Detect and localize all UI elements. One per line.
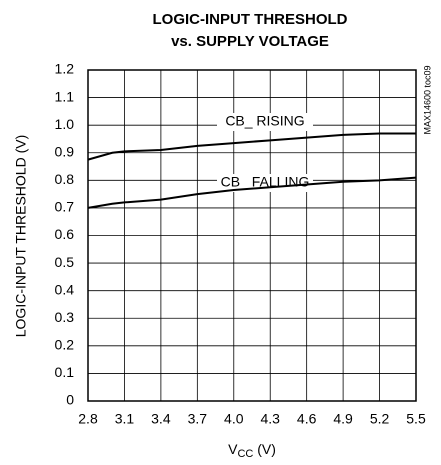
y-tick-label: 1.2 (55, 61, 75, 77)
x-tick-label: 5.5 (406, 411, 426, 427)
label-background (217, 174, 313, 192)
y-tick-label: 0.9 (55, 143, 75, 159)
annotation: MAX14600 toc09 (422, 65, 432, 134)
x-tick-label: 4.6 (297, 411, 317, 427)
y-tick-label: 0.1 (55, 364, 75, 380)
series-line (87, 176, 417, 209)
y-tick-label: 0.4 (55, 281, 75, 297)
y-tick-label: 0.2 (55, 337, 75, 353)
y-tick-label: 1.0 (55, 116, 75, 132)
y-tick-label: 0.7 (55, 199, 75, 215)
x-axis-label-part: (V) (253, 441, 276, 457)
y-tick-label: 0.8 (55, 171, 75, 187)
y-tick-label: 1.1 (55, 88, 75, 104)
chart-title: LOGIC-INPUT THRESHOLD (153, 11, 348, 28)
x-axis-label-part: V (228, 441, 238, 457)
y-tick-label: 0.3 (55, 309, 75, 325)
x-axis-label-sub: CC (237, 448, 253, 460)
y-tick-label: 0.5 (55, 254, 75, 270)
y-tick-label: 0.6 (55, 226, 75, 242)
y-axis-label: LOGIC-INPUT THRESHOLD (V) (13, 135, 29, 338)
plot-frame (87, 69, 417, 402)
x-tick-label: 4.0 (224, 411, 244, 427)
x-tick-label: 4.9 (333, 411, 353, 427)
series-label: CB_ RISING (225, 113, 304, 129)
series-line (87, 132, 416, 161)
x-tick-label: 3.7 (188, 411, 208, 427)
label-background (217, 113, 313, 131)
x-tick-label: 4.3 (260, 411, 280, 427)
x-axis-label: VCC (V) (228, 441, 276, 460)
chart-title: vs. SUPPLY VOLTAGE (171, 33, 329, 50)
series-label: CB_ FALLING (221, 174, 310, 190)
y-tick-label: 0 (66, 392, 74, 408)
x-tick-label: 3.1 (115, 411, 135, 427)
x-tick-label: 2.8 (78, 411, 98, 427)
x-tick-label: 5.2 (370, 411, 390, 427)
x-tick-label: 3.4 (151, 411, 171, 427)
